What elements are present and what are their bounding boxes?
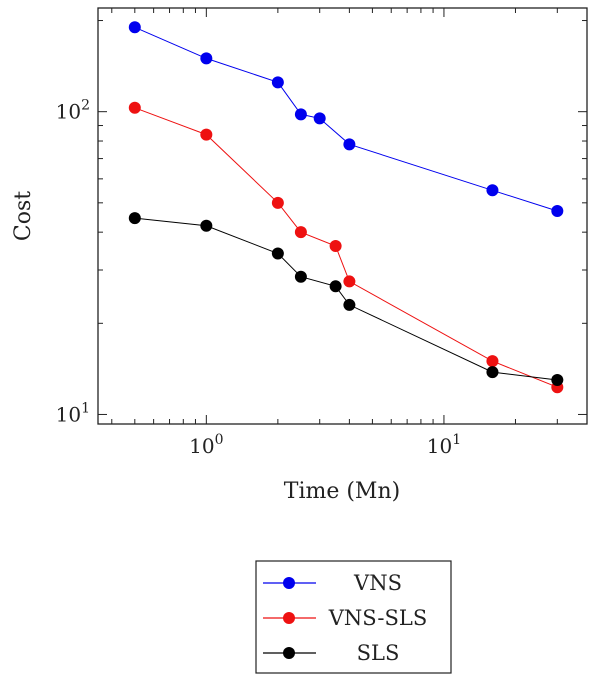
legend-items: VNS VNS-SLS SLS bbox=[263, 571, 427, 665]
data-point bbox=[271, 247, 284, 260]
data-point bbox=[486, 184, 499, 197]
legend-item: VNS bbox=[263, 571, 402, 595]
series-line bbox=[134, 107, 558, 388]
data-point bbox=[200, 219, 213, 232]
axis-ticks bbox=[98, 8, 588, 424]
data-point bbox=[329, 280, 342, 293]
x-axis-title: Time (Mn) bbox=[284, 479, 400, 504]
data-point bbox=[551, 204, 564, 217]
data-point bbox=[343, 138, 356, 151]
series-0 bbox=[128, 21, 564, 217]
data-point bbox=[271, 196, 284, 209]
legend-label: VNS-SLS bbox=[328, 606, 428, 630]
data-point bbox=[128, 21, 141, 34]
legend-swatch-marker bbox=[283, 577, 295, 589]
data-point bbox=[294, 270, 307, 283]
y-tick-label: 102 bbox=[56, 98, 90, 124]
x-tick-label: 101 bbox=[427, 432, 461, 458]
series-line bbox=[134, 26, 558, 212]
plot-frame bbox=[97, 7, 588, 425]
data-point bbox=[200, 52, 213, 65]
data-point bbox=[294, 108, 307, 121]
legend-label: VNS bbox=[353, 571, 402, 595]
series-1 bbox=[128, 101, 564, 394]
data-point bbox=[329, 240, 342, 253]
axis-tick-labels: 100 101 101 102 bbox=[56, 98, 462, 458]
legend-item: SLS bbox=[263, 641, 399, 665]
legend-swatch-marker bbox=[283, 647, 295, 659]
y-tick-label: 101 bbox=[56, 400, 90, 426]
data-point bbox=[551, 373, 564, 386]
x-tick-label: 100 bbox=[189, 432, 223, 458]
data-point bbox=[343, 298, 356, 311]
y-axis-title: Cost bbox=[11, 191, 36, 241]
data-point bbox=[271, 76, 284, 89]
data-point bbox=[200, 128, 213, 141]
data-point bbox=[128, 101, 141, 114]
data-point bbox=[294, 226, 307, 239]
data-point bbox=[343, 275, 356, 288]
data-point bbox=[486, 366, 499, 379]
data-point bbox=[313, 112, 326, 125]
series-layer bbox=[128, 21, 564, 394]
series-2 bbox=[128, 212, 564, 386]
series-line bbox=[134, 217, 558, 381]
data-point bbox=[128, 212, 141, 225]
legend-item: VNS-SLS bbox=[263, 606, 427, 630]
legend-label: SLS bbox=[357, 641, 400, 665]
legend: VNS VNS-SLS SLS bbox=[255, 560, 452, 674]
legend-swatch-marker bbox=[283, 612, 295, 624]
data-point bbox=[486, 355, 499, 368]
